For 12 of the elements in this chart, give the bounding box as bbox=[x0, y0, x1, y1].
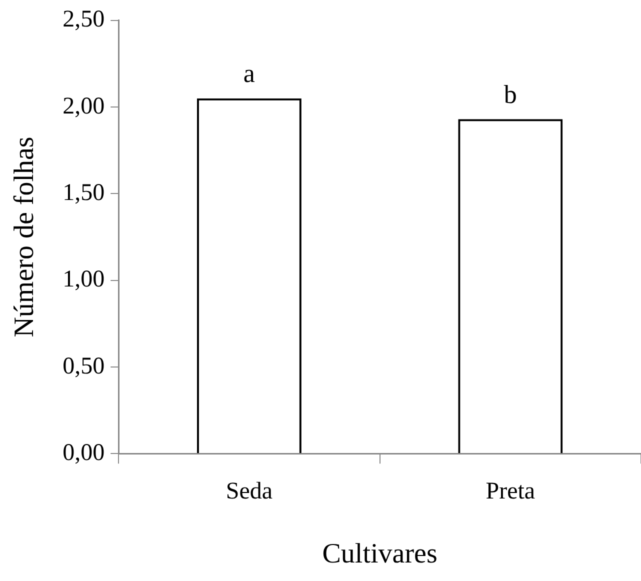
y-tick-label: 1,00 bbox=[62, 266, 105, 293]
x-tick-label: Seda bbox=[226, 478, 273, 504]
y-tick-label: 1,50 bbox=[62, 180, 105, 206]
annotation: b bbox=[504, 80, 517, 109]
y-axis-title: Número de folhas bbox=[9, 136, 40, 338]
y-tick-label: 0,00 bbox=[62, 440, 105, 466]
y-tick-label: 2,50 bbox=[62, 6, 105, 33]
y-tick-label: 2,00 bbox=[62, 93, 105, 120]
x-axis-title: Cultivares bbox=[322, 538, 438, 570]
x-tick-label: Preta bbox=[486, 478, 536, 504]
annotation: a bbox=[243, 59, 256, 88]
y-tick-label: 0,50 bbox=[62, 353, 105, 380]
